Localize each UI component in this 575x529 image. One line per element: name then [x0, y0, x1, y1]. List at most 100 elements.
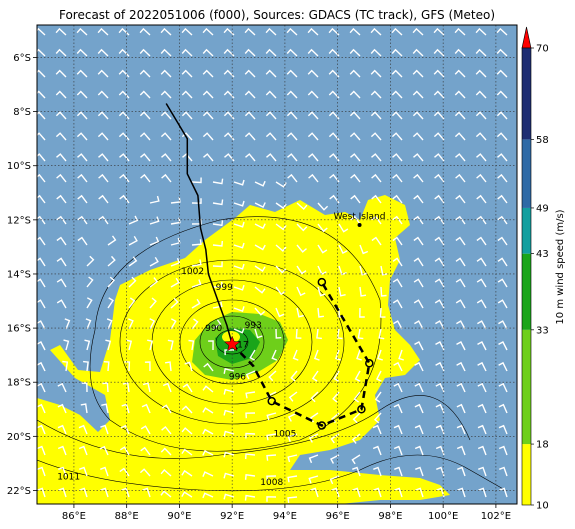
- wind-barb: [475, 27, 487, 36]
- colorbar-segment: [522, 253, 531, 330]
- wind-barb: [37, 320, 46, 330]
- wind-barb: [287, 433, 298, 442]
- wind-barb: [37, 382, 46, 393]
- wind-barb: [392, 278, 403, 288]
- wind-barb: [202, 471, 214, 477]
- wind-barb: [139, 69, 151, 78]
- wind-barb: [477, 382, 487, 393]
- wind-barb: [393, 424, 403, 435]
- wind-barb: [373, 412, 382, 424]
- wind-barb: [223, 27, 235, 36]
- wind-barb: [477, 361, 487, 372]
- wind-barb: [454, 48, 466, 57]
- figure-title: Forecast of 2022051006 (f000), Sources: …: [59, 8, 495, 22]
- wind-barb: [182, 153, 193, 162]
- wind-barb: [124, 361, 131, 372]
- wind-barb: [359, 244, 369, 255]
- wind-barb: [308, 173, 319, 183]
- wind-barb: [223, 48, 235, 57]
- wind-barb: [338, 223, 349, 233]
- wind-barb: [203, 362, 214, 372]
- wind-barb: [149, 256, 159, 267]
- wind-barb: [249, 349, 256, 361]
- wind-barb: [128, 276, 137, 288]
- wind-barb: [81, 382, 88, 393]
- wind-barb: [275, 202, 287, 210]
- wind-barb: [57, 403, 67, 414]
- x-tick-label: 100°E: [428, 511, 458, 522]
- wind-barb: [202, 27, 214, 36]
- wind-barb: [477, 320, 487, 330]
- wind-barb: [308, 454, 319, 464]
- wind-barb: [119, 446, 130, 456]
- wind-barb: [309, 412, 319, 423]
- wind-barb: [118, 111, 130, 120]
- wind-barb: [456, 424, 466, 435]
- wind-barb: [392, 194, 403, 204]
- wind-barb: [181, 69, 193, 78]
- wind-barb: [212, 220, 224, 227]
- wind-barb: [286, 69, 298, 78]
- wind-barb: [456, 445, 466, 456]
- wind-barb: [170, 197, 181, 204]
- wind-barb: [149, 236, 160, 246]
- x-tick-label: 86°E: [62, 511, 86, 522]
- cyclone-forecast-track: [231, 281, 371, 427]
- wind-barb: [128, 235, 138, 246]
- wind-barb: [244, 90, 256, 99]
- wind-barb: [120, 424, 130, 435]
- wind-barb: [338, 286, 346, 297]
- wind-barb: [265, 111, 277, 120]
- wind-barb: [412, 90, 424, 99]
- wind-barb: [475, 69, 487, 78]
- wind-barb: [142, 487, 151, 498]
- wind-barb: [170, 318, 177, 330]
- wind-barb: [354, 370, 361, 382]
- wind-barb: [414, 320, 424, 330]
- wind-barb: [97, 111, 109, 120]
- wind-barb: [268, 370, 277, 382]
- wind-barb: [77, 153, 88, 162]
- wind-barb: [287, 496, 298, 503]
- wind-barb: [433, 132, 445, 141]
- wind-barb: [37, 299, 46, 309]
- y-tick-label: 14°S: [7, 269, 31, 280]
- wind-barb: [119, 467, 130, 477]
- wind-barb: [56, 278, 67, 288]
- wind-barb: [161, 426, 172, 435]
- wind-barb: [128, 318, 134, 330]
- wind-barb: [433, 69, 445, 78]
- wind-barb: [223, 430, 235, 437]
- wind-barb: [184, 361, 193, 372]
- wind-barb: [128, 256, 138, 267]
- wind-barb: [307, 132, 319, 141]
- wind-barb: [254, 202, 266, 208]
- wind-barb: [476, 215, 487, 225]
- wind-barb: [244, 27, 256, 36]
- wind-barb: [100, 424, 109, 435]
- wind-barb: [233, 263, 245, 270]
- wind-barb: [160, 48, 172, 57]
- wind-barb: [434, 236, 445, 246]
- wind-barb: [310, 391, 319, 403]
- wind-barb: [316, 328, 322, 340]
- wind-barb: [477, 424, 487, 435]
- wind-barb: [37, 27, 46, 36]
- wind-barb: [233, 200, 245, 207]
- wind-barb: [126, 339, 133, 351]
- wind-barb: [181, 448, 193, 456]
- wind-barb: [332, 391, 340, 403]
- wind-barb: [392, 299, 403, 309]
- wind-barb: [392, 236, 403, 246]
- wind-barb: [351, 433, 361, 444]
- wind-barb: [181, 132, 193, 141]
- cyclone-current-position-star: [223, 335, 241, 352]
- wind-barb: [351, 454, 361, 465]
- wind-barb: [415, 487, 424, 498]
- wind-barb: [307, 48, 319, 57]
- wind-barb: [393, 403, 403, 414]
- wind-barb: [160, 447, 172, 456]
- forecast-position-marker: [317, 277, 327, 287]
- wind-barb: [334, 349, 341, 361]
- wind-barb: [233, 284, 245, 291]
